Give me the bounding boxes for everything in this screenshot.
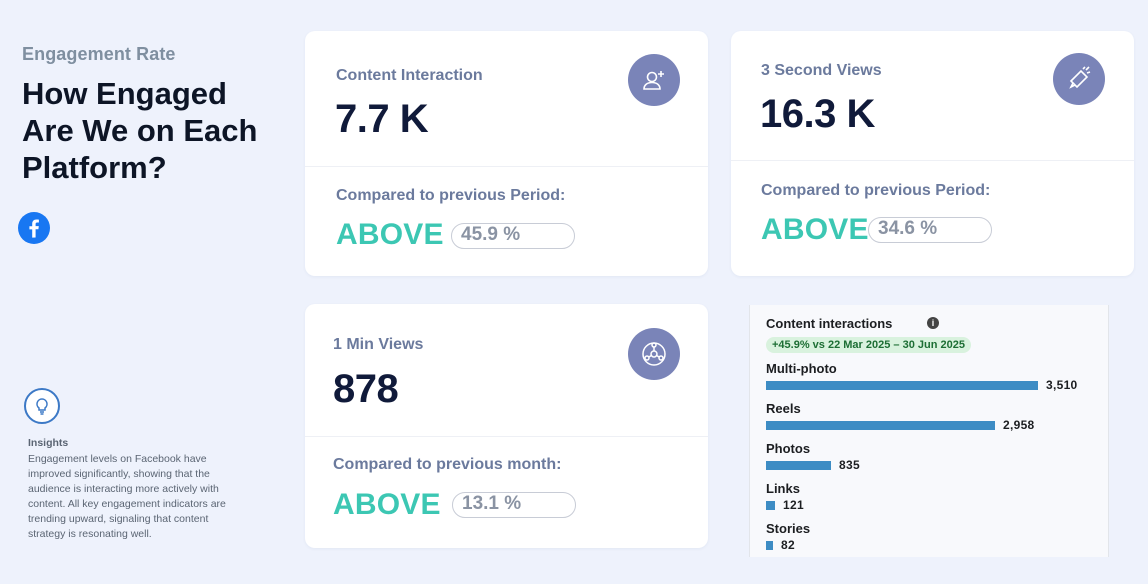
bar-row: Multi-photo 3,510	[766, 361, 1077, 394]
insights-text: Engagement levels on Facebook have impro…	[28, 453, 226, 540]
divider	[731, 160, 1134, 161]
bar-value: 2,958	[1003, 418, 1035, 432]
bar-row: Photos 835	[766, 441, 860, 474]
one-min-views-card: 1 Min Views 878 Compared to previous mon…	[305, 304, 708, 548]
bar-label: Links	[766, 481, 800, 496]
bar-row: Stories 82	[766, 521, 810, 554]
bar	[766, 381, 1038, 390]
status-text: ABOVE	[333, 488, 441, 521]
section-eyebrow: Engagement Rate	[22, 44, 176, 64]
insights-block: Insights Engagement levels on Facebook h…	[28, 436, 248, 542]
panel-title: Content interactions	[766, 316, 893, 331]
lightbulb-icon	[24, 388, 60, 424]
intro-section: Engagement Rate How Engaged Are We on Ea…	[18, 44, 282, 244]
bar-row: Reels 2,958	[766, 401, 1034, 434]
bar	[766, 421, 995, 430]
bar-track: 82	[766, 538, 810, 554]
bar-value: 121	[783, 498, 804, 512]
bar-label: Reels	[766, 401, 801, 416]
change-pill: 13.1 %	[452, 492, 576, 518]
bar-track: 121	[766, 498, 804, 514]
status-text: ABOVE	[761, 213, 869, 246]
content-interactions-panel: Content interactions i +45.9% vs 22 Mar …	[749, 305, 1109, 557]
card-label: 3 Second Views	[761, 62, 882, 79]
compare-label: Compared to previous month:	[333, 456, 562, 473]
delta-badge: +45.9% vs 22 Mar 2025 – 30 Jun 2025	[766, 337, 971, 353]
bar-track: 835	[766, 458, 860, 474]
bar-label: Photos	[766, 441, 811, 456]
user-add-icon	[628, 54, 680, 106]
card-value: 7.7 K	[335, 97, 429, 141]
compare-label: Compared to previous Period:	[761, 182, 991, 199]
page-title: How Engaged Are We on Each Platform?	[22, 76, 258, 185]
info-icon[interactable]: i	[927, 317, 939, 329]
change-pill: 45.9 %	[451, 223, 575, 249]
bar-value: 835	[839, 458, 860, 472]
compare-label: Compared to previous Period:	[336, 187, 566, 204]
divider	[305, 436, 708, 437]
card-value: 16.3 K	[760, 92, 875, 136]
content-interaction-card: Content Interaction 7.7 K Compared to pr…	[305, 31, 708, 276]
bar	[766, 461, 831, 470]
card-label: 1 Min Views	[333, 336, 424, 353]
divider	[305, 166, 708, 167]
network-icon	[628, 328, 680, 380]
megaphone-icon	[1053, 53, 1105, 105]
bar-value: 82	[781, 538, 795, 552]
bar-track: 3,510	[766, 378, 1077, 394]
bar-track: 2,958	[766, 418, 1034, 434]
bar-label: Multi-photo	[766, 361, 837, 376]
insights-title: Insights	[28, 437, 69, 449]
bar-row: Links 121	[766, 481, 804, 514]
status-text: ABOVE	[336, 218, 444, 251]
bar	[766, 501, 775, 510]
card-value: 878	[333, 367, 399, 411]
change-pill: 34.6 %	[868, 217, 992, 243]
card-label: Content Interaction	[336, 67, 483, 84]
bar-value: 3,510	[1046, 378, 1078, 392]
bar-label: Stories	[766, 521, 811, 536]
three-second-views-card: 3 Second Views 16.3 K Compared to previo…	[731, 31, 1134, 276]
facebook-icon	[18, 212, 50, 244]
bar	[766, 541, 773, 550]
